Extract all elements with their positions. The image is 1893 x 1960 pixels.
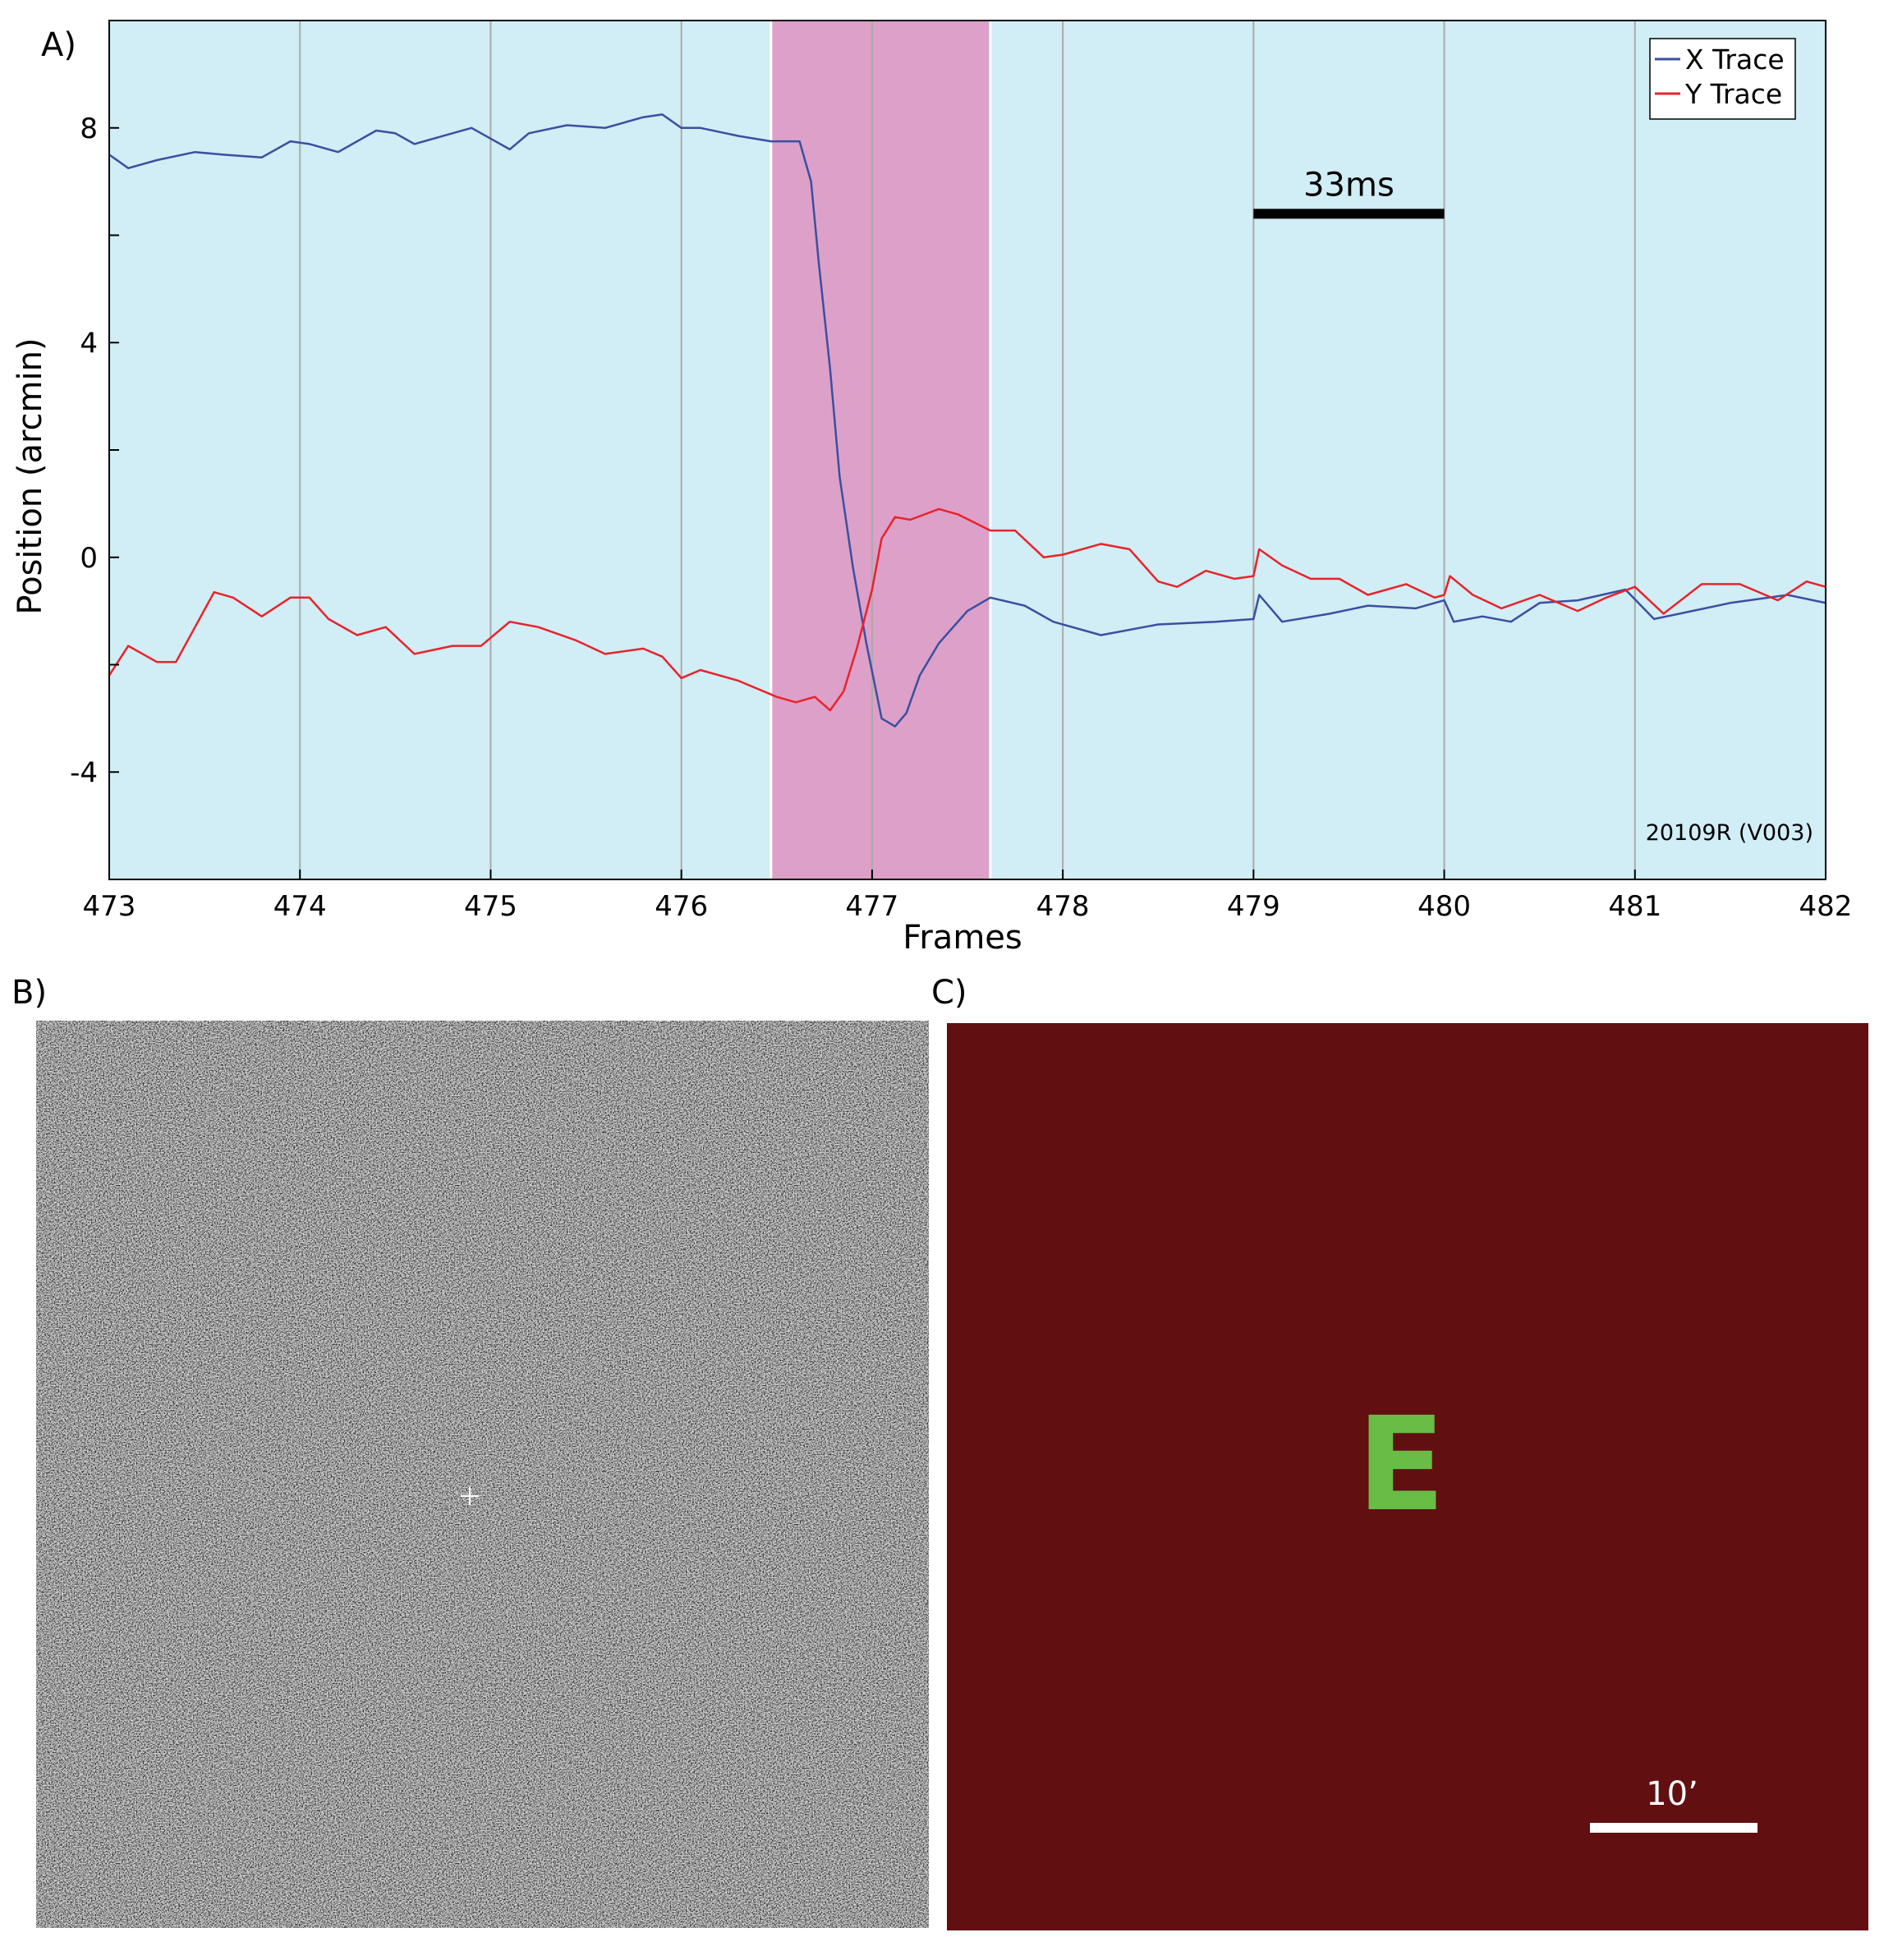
legend-y-label: Y Trace: [1684, 78, 1782, 110]
x-tick-label-480: 480: [1417, 890, 1471, 923]
y-axis-ticks: -4 0 4 8: [70, 20, 119, 880]
x-tick-label-475: 475: [464, 890, 517, 923]
stimulus-scale-label: 10’: [1646, 1775, 1698, 1813]
retina-image: [36, 1021, 929, 1928]
x-tick-label-477: 477: [845, 890, 898, 923]
x-trace-line: [109, 113, 1826, 728]
plot-area: -4 0 4 8 473 474 475 476 477 478 479 480 481 482: [70, 20, 1853, 923]
x-tick-label-481: 481: [1608, 890, 1661, 923]
legend: X Trace Y Trace: [1649, 38, 1796, 120]
x-tick-label-474: 474: [273, 890, 327, 923]
x-tick-label-478: 478: [1036, 890, 1090, 923]
highlight-region: [770, 21, 990, 879]
y-tick-label-4: 4: [80, 327, 98, 360]
grid-lines: [299, 21, 1636, 879]
panel-a-label: A): [41, 26, 76, 64]
stimulus-scale-bar: [1590, 1823, 1757, 1833]
scale-bar-33ms: [1253, 209, 1445, 219]
panel-b-label: B): [11, 974, 47, 1012]
y-tick-label-0: 0: [80, 542, 98, 575]
y-trace-line: [109, 507, 1826, 712]
x-tick-label-479: 479: [1227, 890, 1280, 923]
scale-bar-label: 33ms: [1303, 166, 1394, 204]
stimulus-background: [947, 1023, 1868, 1930]
y-axis-label: Position (arcmin): [11, 337, 49, 614]
legend-box: [1649, 38, 1796, 120]
y-tick-label-8: 8: [80, 112, 98, 145]
x-tick-label-476: 476: [655, 890, 708, 923]
stimulus-letter-e: E: [1357, 1389, 1445, 1540]
fixation-cross-icon: [461, 1487, 479, 1505]
x-axis-label: Frames: [903, 919, 1022, 957]
retina-image-texture: [36, 1021, 929, 1928]
panel-c-label: C): [931, 974, 967, 1012]
x-tick-label-482: 482: [1799, 890, 1853, 923]
x-tick-label-473: 473: [83, 890, 136, 923]
y-tick-label--4: -4: [70, 756, 98, 789]
legend-x-label: X Trace: [1685, 44, 1785, 76]
recording-id-note: 20109R (V003): [1646, 820, 1813, 846]
x-axis-ticks: 473 474 475 476 477 478 479 480 481 482: [83, 870, 1853, 923]
stimulus-panel: E 10’: [947, 1023, 1868, 1930]
